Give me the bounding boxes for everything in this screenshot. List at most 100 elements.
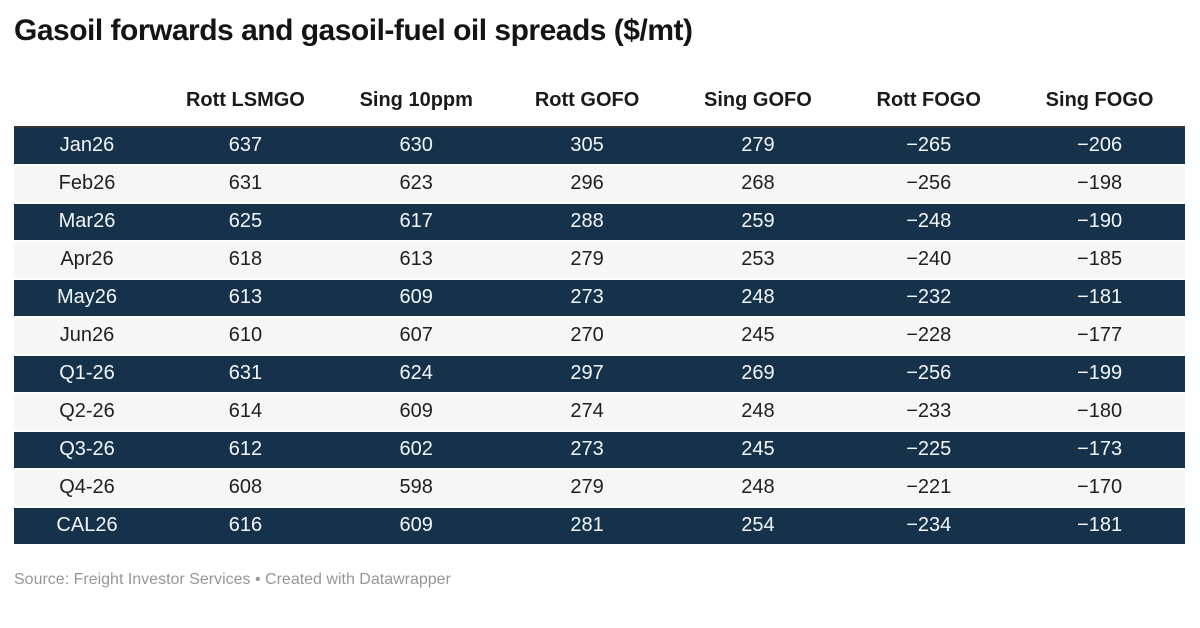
cell-value: 253 [672,239,844,278]
cell-value: 613 [330,239,502,278]
cell-value: 254 [672,505,844,544]
cell-value: −185 [1014,239,1185,278]
table-row: Q2-26 614 609 274 248 −233 −180 [14,391,1185,430]
row-label: Q3-26 [14,429,160,468]
cell-value: 248 [672,277,844,316]
cell-value: 609 [330,505,502,544]
cell-value: 248 [672,391,844,430]
cell-value: 625 [160,201,331,240]
cell-value: −198 [1014,163,1185,202]
cell-value: 602 [330,429,502,468]
cell-value: 631 [160,353,331,392]
cell-value: −248 [843,201,1015,240]
cell-value: 297 [501,353,673,392]
cell-value: 279 [501,467,673,506]
row-label-column-header [14,77,160,126]
cell-value: 609 [330,277,502,316]
cell-value: 618 [160,239,331,278]
table-row: Mar26 625 617 288 259 −248 −190 [14,201,1185,240]
cell-value: 623 [330,163,502,202]
cell-value: −228 [843,315,1015,354]
cell-value: −225 [843,429,1015,468]
cell-value: −256 [843,353,1015,392]
cell-value: 305 [501,125,673,164]
row-label: CAL26 [14,505,160,544]
cell-value: 279 [501,239,673,278]
cell-value: 268 [672,163,844,202]
cell-value: 609 [330,391,502,430]
data-table: Rott LSMGO Sing 10ppm Rott GOFO Sing GOFO Ro… [14,77,1185,544]
cell-value: 624 [330,353,502,392]
column-header: Rott LSMGO [185,88,305,111]
cell-value: −177 [1014,315,1185,354]
cell-value: 259 [672,201,844,240]
row-label: Q2-26 [14,391,160,430]
table-row: May26 613 609 273 248 −232 −181 [14,277,1185,316]
cell-value: −190 [1014,201,1185,240]
cell-value: 245 [672,429,844,468]
cell-value: 273 [501,429,673,468]
cell-value: −233 [843,391,1015,430]
cell-value: 270 [501,315,673,354]
table-row: Q4-26 608 598 279 248 −221 −170 [14,467,1185,506]
table-header: Rott LSMGO Sing 10ppm Rott GOFO Sing GOFO Ro… [14,77,1185,126]
table-row: Apr26 618 613 279 253 −240 −185 [14,239,1185,278]
cell-value: 288 [501,201,673,240]
cell-value: 273 [501,277,673,316]
cell-value: −265 [843,125,1015,164]
row-label: Q1-26 [14,353,160,392]
column-header: Rott GOFO [534,88,640,111]
cell-value: 612 [160,429,331,468]
cell-value: 613 [160,277,331,316]
cell-value: 279 [672,125,844,164]
cell-value: 248 [672,467,844,506]
cell-value: 614 [160,391,331,430]
cell-value: −240 [843,239,1015,278]
cell-value: 631 [160,163,331,202]
cell-value: 608 [160,467,331,506]
cell-value: −234 [843,505,1015,544]
cell-value: 296 [501,163,673,202]
table-row: Feb26 631 623 296 268 −256 −198 [14,163,1185,202]
column-header: Sing GOFO [704,88,812,111]
cell-value: 269 [672,353,844,392]
cell-value: 637 [160,125,331,164]
cell-value: 610 [160,315,331,354]
row-label: Feb26 [14,163,160,202]
cell-value: 617 [330,201,502,240]
cell-value: 630 [330,125,502,164]
cell-value: 616 [160,505,331,544]
row-label: Q4-26 [14,467,160,506]
cell-value: −181 [1014,277,1185,316]
cell-value: 245 [672,315,844,354]
source-attribution: Source: Freight Investor Services • Crea… [14,570,451,588]
cell-value: −232 [843,277,1015,316]
row-label: Mar26 [14,201,160,240]
cell-value: −170 [1014,467,1185,506]
table-header-row: Rott LSMGO Sing 10ppm Rott GOFO Sing GOFO Ro… [14,77,1185,126]
cell-value: 274 [501,391,673,430]
row-label: Jun26 [14,315,160,354]
column-header: Sing FOGO [1045,88,1154,111]
cell-value: 607 [330,315,502,354]
column-header: Sing 10ppm [359,88,473,111]
cell-value: −206 [1014,125,1185,164]
cell-value: −181 [1014,505,1185,544]
cell-value: 598 [330,467,502,506]
cell-value: −221 [843,467,1015,506]
cell-value: 281 [501,505,673,544]
table-row: Q1-26 631 624 297 269 −256 −199 [14,353,1185,392]
table-row: Jun26 610 607 270 245 −228 −177 [14,315,1185,354]
table-row: Jan26 637 630 305 279 −265 −206 [14,125,1185,164]
column-header: Rott FOGO [876,88,981,111]
chart-title: Gasoil forwards and gasoil-fuel oil spre… [14,14,693,47]
cell-value: −180 [1014,391,1185,430]
row-label: Jan26 [14,125,160,164]
cell-value: −256 [843,163,1015,202]
cell-value: −199 [1014,353,1185,392]
table-body: Jan26 637 630 305 279 −265 −206 Feb26 631 623 296 2… [14,125,1185,544]
cell-value: −173 [1014,429,1185,468]
row-label: Apr26 [14,239,160,278]
row-label: May26 [14,277,160,316]
